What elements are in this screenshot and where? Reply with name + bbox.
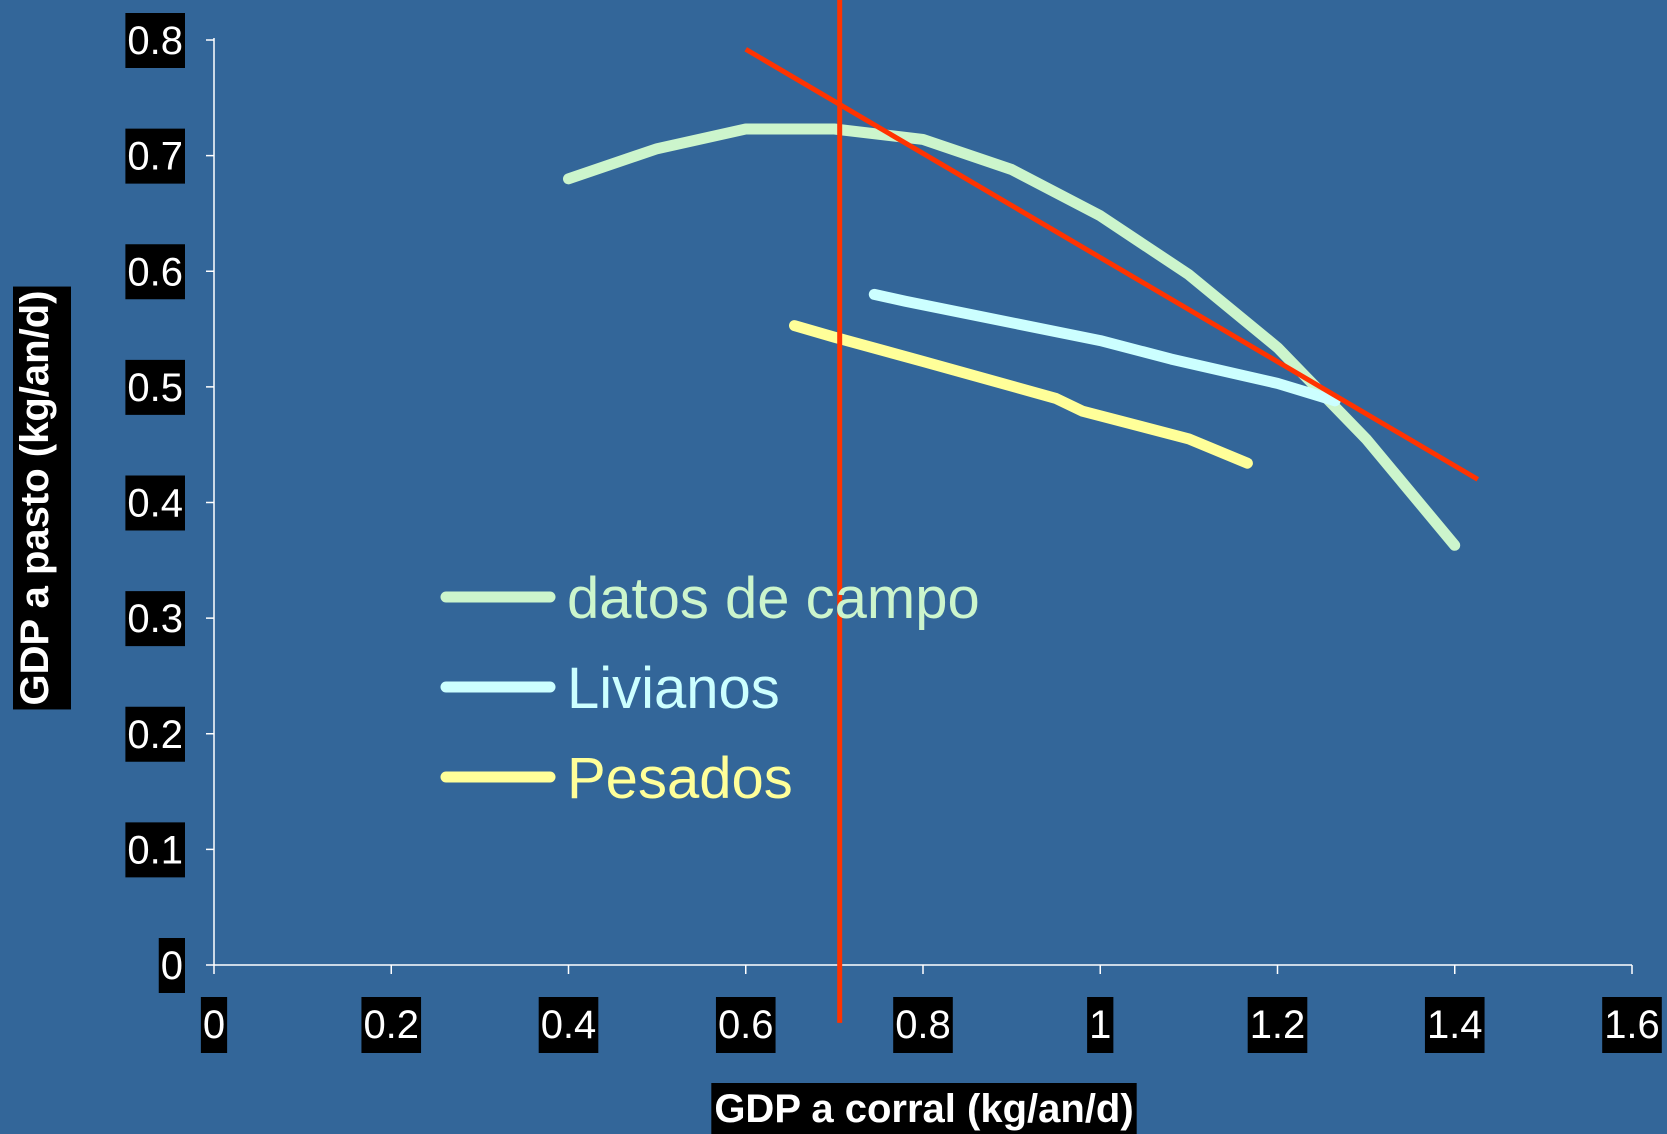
- x-tick-label-background: [1424, 997, 1485, 1053]
- y-tick-label-background: [125, 244, 185, 300]
- x-tick-label: 1.2: [1250, 1003, 1306, 1047]
- x-tick-label-background: [1602, 997, 1662, 1053]
- x-tick-label: 1: [1089, 1003, 1111, 1047]
- x-tick-label-background: [1247, 997, 1308, 1053]
- legend-label: Pesados: [567, 746, 793, 811]
- x-tick-label: 0.4: [541, 1003, 597, 1047]
- legend-item: Livianos: [440, 656, 780, 721]
- x-tick-label: 0: [203, 1003, 225, 1047]
- x-tick-label-background: [538, 997, 599, 1053]
- x-tick: 0.2: [361, 997, 422, 1053]
- y-tick: 0.6: [125, 244, 185, 300]
- x-tick-label: 0.2: [363, 1003, 419, 1047]
- x-tick-label-background: [200, 997, 228, 1053]
- series-layer: [563, 123, 1461, 551]
- x-tick-label: 0.6: [718, 1003, 774, 1047]
- x-tick: 0.4: [538, 997, 599, 1053]
- series-line: [868, 288, 1341, 407]
- y-tick-label: 0.1: [127, 828, 183, 872]
- legend-label: datos de campo: [567, 566, 980, 631]
- y-tick-label-background: [125, 591, 185, 647]
- legend-item: Pesados: [440, 746, 793, 811]
- y-tick-label: 0.5: [127, 366, 183, 410]
- axes: [206, 38, 1633, 974]
- x-tick: 1.2: [1247, 997, 1308, 1053]
- x-tick: 0: [200, 997, 228, 1053]
- y-tick-label-background: [125, 359, 185, 415]
- y-tick-label-background: [125, 13, 185, 68]
- y-tick-label: 0.2: [127, 713, 183, 757]
- x-tick-label-background: [715, 997, 776, 1053]
- y-tick: 0.2: [125, 706, 185, 762]
- x-tick-label: 0.8: [895, 1003, 951, 1047]
- y-tick-labels: 0 0.1 0.2 0.3 0.4 0.5 0.6 0.7 0.8: [125, 13, 185, 993]
- x-tick: 0.8: [893, 997, 953, 1053]
- y-tick-label-background: [125, 822, 185, 878]
- y-tick-label: 0.6: [127, 250, 183, 294]
- reference-line: [744, 47, 1480, 482]
- x-tick-label: 1.6: [1604, 1003, 1660, 1047]
- series-line: [563, 123, 1461, 551]
- legend: datos de campo Livianos Pesados: [440, 566, 980, 811]
- y-axis-title: GDP a pasto (kg/an/d): [13, 291, 57, 706]
- legend-item: datos de campo: [440, 566, 980, 631]
- y-tick-label: 0.3: [127, 597, 183, 641]
- y-axis-title-background: [13, 286, 71, 710]
- x-tick-label-background: [361, 997, 422, 1053]
- x-tick-labels: 0 0.2 0.4 0.6 0.8 1 1.2 1.4 1.6: [200, 997, 1662, 1053]
- y-tick-label-background: [125, 706, 185, 762]
- legend-label: Livianos: [567, 656, 780, 721]
- y-tick: 0.1: [125, 822, 185, 878]
- axis-titles: GDP a corral (kg/an/d) GDP a pasto (kg/a…: [13, 286, 1137, 1134]
- y-tick: 0.8: [125, 13, 185, 68]
- y-tick-label: 0: [161, 944, 183, 988]
- x-axis-title-background: [711, 1083, 1137, 1134]
- x-tick: 1: [1087, 997, 1114, 1053]
- x-tick-label-background: [893, 997, 953, 1053]
- y-tick-label-background: [158, 938, 185, 993]
- series-line: [789, 320, 1253, 469]
- y-tick-label-background: [125, 475, 185, 531]
- y-tick-label-background: [125, 128, 185, 184]
- x-axis-title: GDP a corral (kg/an/d): [714, 1087, 1133, 1131]
- y-tick: 0.3: [125, 591, 185, 647]
- y-tick: 0.4: [125, 475, 185, 531]
- y-tick-label: 0.7: [127, 135, 183, 179]
- x-tick: 1.6: [1602, 997, 1662, 1053]
- x-tick: 0.6: [715, 997, 776, 1053]
- y-tick-label: 0.8: [127, 19, 183, 63]
- y-tick: 0.5: [125, 359, 185, 415]
- x-tick-label-background: [1087, 997, 1114, 1053]
- reference-lines: [744, 0, 1480, 1023]
- y-tick-label: 0.4: [127, 482, 183, 526]
- x-tick-label: 1.4: [1427, 1003, 1483, 1047]
- y-tick: 0: [158, 938, 185, 993]
- y-tick: 0.7: [125, 128, 185, 184]
- x-tick: 1.4: [1424, 997, 1485, 1053]
